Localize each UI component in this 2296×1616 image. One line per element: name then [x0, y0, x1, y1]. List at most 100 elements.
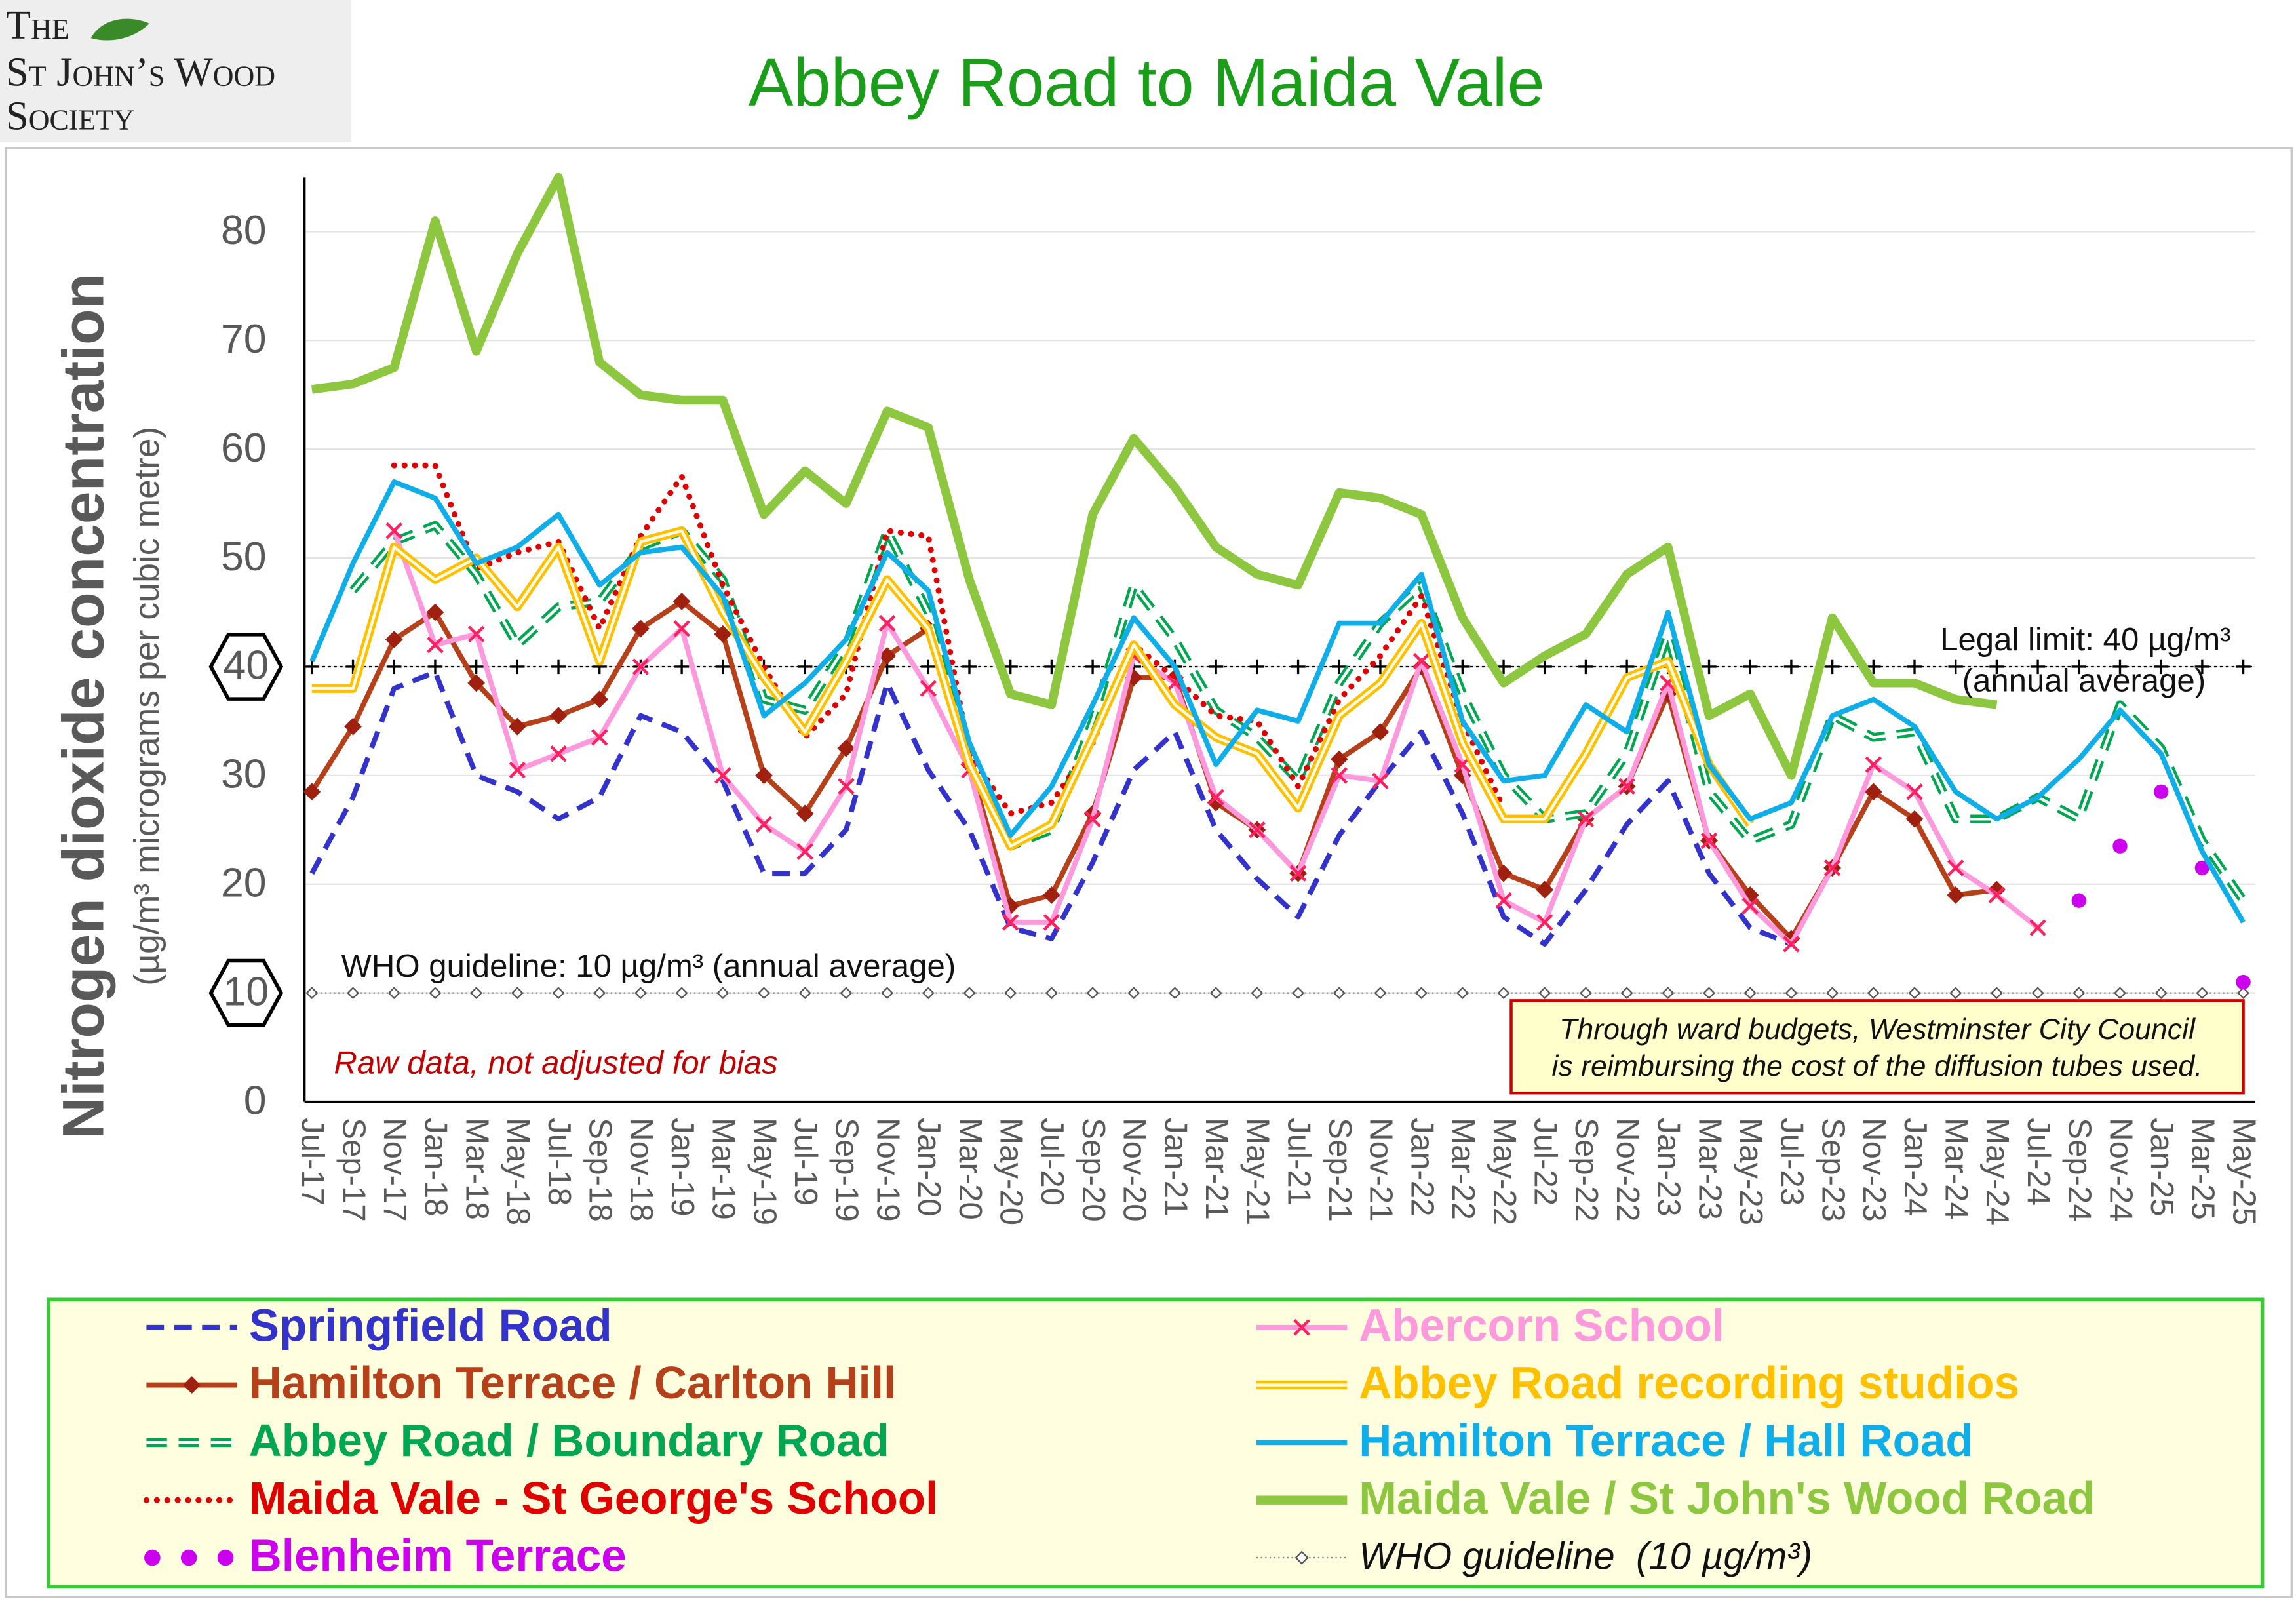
- x-tick-label: Sep-18: [583, 1118, 618, 1221]
- legend-item: Maida Vale / St John's Wood Road: [1256, 1472, 2095, 1524]
- marker: [1783, 936, 1800, 953]
- marker: [387, 987, 400, 1000]
- marker: [1249, 821, 1266, 838]
- series: [311, 172, 1998, 780]
- chart-title: Abbey Road to Maida Vale: [749, 45, 1545, 120]
- marker: [1826, 987, 1839, 1000]
- x-tick-label: Jan-19: [665, 1118, 700, 1216]
- legend-swatch: [144, 1549, 161, 1566]
- x-tick-label: May-24: [1979, 1118, 2015, 1225]
- marker: [2071, 893, 2086, 908]
- x-tick-label: Nov-17: [377, 1118, 412, 1221]
- legal-limit-marker: [1291, 659, 1306, 675]
- x-tick-label: Jan-18: [418, 1118, 454, 1216]
- x-tick-label: Mar-25: [2185, 1118, 2221, 1220]
- y-tick-label: 0: [244, 1077, 267, 1123]
- legend-label: WHO guideline (10 µg/m³): [1359, 1535, 1812, 1578]
- legal-limit-marker: [1866, 659, 1881, 675]
- marker: [1042, 886, 1060, 904]
- x-tick-label: Jul-23: [1774, 1118, 1810, 1206]
- marker: [1330, 750, 1348, 768]
- y-tick-label: 70: [221, 316, 267, 362]
- series-line: [311, 172, 1998, 780]
- marker: [1045, 987, 1058, 1000]
- x-tick-label: Mar-22: [1445, 1118, 1481, 1220]
- legend-box: [46, 1297, 2265, 1589]
- legend-item: Springfield Road: [146, 1299, 612, 1350]
- legend-swatch: [180, 1549, 197, 1566]
- marker: [1333, 987, 1346, 1000]
- bias-note: Raw data, not adjusted for bias: [334, 1046, 777, 1081]
- x-tick-label: Nov-19: [870, 1118, 905, 1221]
- legend-item: Abercorn School: [1256, 1299, 1724, 1350]
- legal-limit-marker: [1783, 659, 1799, 675]
- y-axis-subtitle: (µg/m³ micrograms per cubic metre): [127, 427, 166, 986]
- x-tick-label: Sep-23: [1815, 1118, 1850, 1221]
- legend-label: Abercorn School: [1359, 1299, 1724, 1350]
- marker: [303, 783, 321, 801]
- marker: [673, 620, 690, 637]
- marker: [1169, 987, 1181, 1000]
- x-tick-label: Sep-20: [1076, 1118, 1111, 1221]
- x-tick-label: Jul-20: [1034, 1118, 1070, 1206]
- marker: [385, 522, 402, 540]
- marker: [672, 593, 691, 610]
- x-tick-label: Sep-22: [1568, 1118, 1604, 1221]
- x-tick-label: May-22: [1487, 1118, 1522, 1225]
- y-tick-label: 60: [221, 425, 267, 471]
- marker: [1988, 886, 2006, 904]
- x-tick-label: Nov-23: [1856, 1118, 1892, 1221]
- marker: [2114, 987, 2126, 1000]
- series: [309, 479, 2246, 924]
- x-tick-label: Mar-18: [459, 1118, 494, 1220]
- x-tick-label: Jan-23: [1651, 1118, 1686, 1216]
- y-tick-label: 10: [224, 968, 269, 1014]
- logo-background: [0, 0, 352, 142]
- marker: [426, 603, 444, 621]
- x-tick-label: Jul-19: [788, 1118, 823, 1206]
- y-tick-label: 30: [221, 751, 267, 797]
- marker: [881, 987, 893, 1000]
- x-tick-label: Nov-22: [1610, 1118, 1645, 1221]
- marker: [2029, 919, 2046, 936]
- marker: [2112, 838, 2128, 854]
- legal-limit-marker: [2030, 659, 2046, 675]
- legend-swatch: [1293, 1318, 1310, 1336]
- legend-item: Abbey Road / Boundary Road: [146, 1415, 889, 1466]
- legal-limit-marker: [427, 659, 443, 675]
- tick-hexagon: [208, 958, 284, 1027]
- marker: [840, 987, 853, 1000]
- legend-label: Abbey Road recording studios: [1359, 1357, 2019, 1408]
- marker: [552, 987, 565, 1000]
- marker: [2196, 987, 2209, 1000]
- marker: [1495, 892, 1512, 909]
- marker: [427, 637, 444, 654]
- legal-limit-marker: [1907, 659, 1922, 675]
- legal-limit-marker: [715, 659, 730, 675]
- legend-item: Blenheim Terrace: [144, 1530, 627, 1581]
- marker: [634, 987, 647, 1000]
- marker: [920, 680, 937, 697]
- y-tick-label: 40: [224, 642, 269, 688]
- marker: [429, 987, 442, 1000]
- legal-limit-marker: [387, 659, 402, 675]
- marker: [1864, 783, 1882, 801]
- x-tick-label: Sep-21: [1322, 1118, 1357, 1221]
- marker: [1785, 987, 1798, 1000]
- marker: [1127, 987, 1140, 1000]
- legend-label: Hamilton Terrace / Hall Road: [1359, 1415, 1974, 1466]
- marker: [878, 614, 896, 632]
- marker: [1618, 778, 1635, 795]
- marker: [508, 717, 526, 736]
- legal-limit-marker: [921, 659, 936, 675]
- series-line-inner: [311, 529, 1752, 848]
- series-line: [309, 669, 1793, 947]
- x-tick-label: Mar-21: [1199, 1118, 1234, 1220]
- marker: [758, 987, 770, 1000]
- x-tick-label: Jul-24: [2021, 1118, 2056, 1206]
- marker: [796, 804, 814, 823]
- legal-limit-marker: [1455, 659, 1470, 675]
- x-tick-label: Nov-18: [623, 1118, 659, 1221]
- marker: [1374, 987, 1387, 1000]
